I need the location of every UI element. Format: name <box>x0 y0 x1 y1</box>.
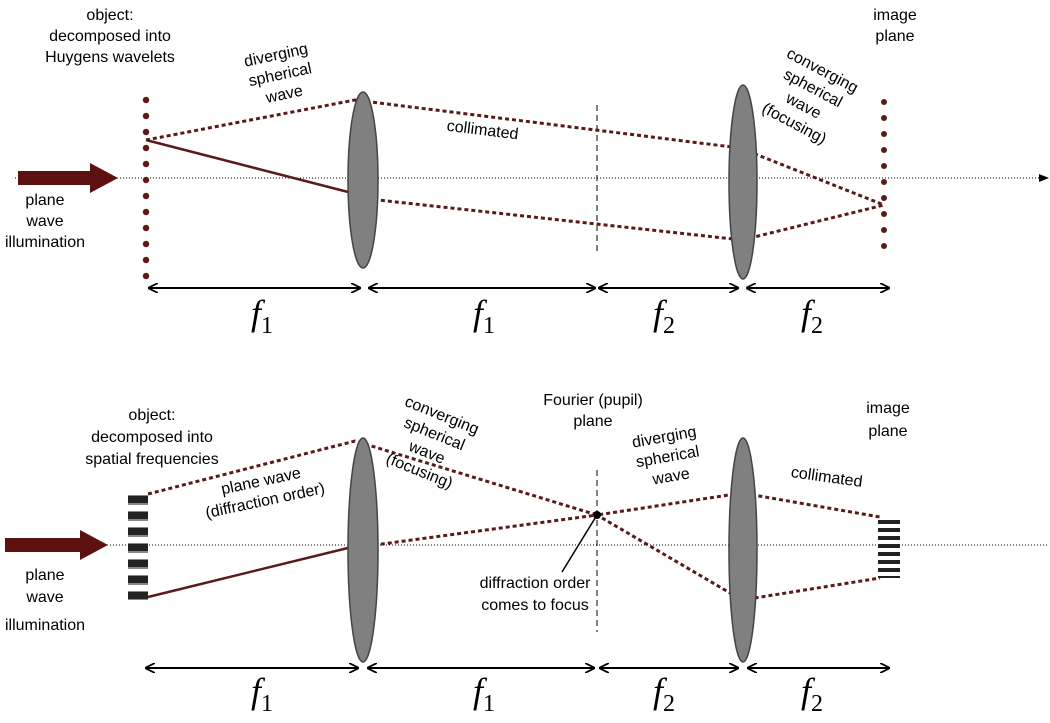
focal-length-label: f1 <box>251 671 273 717</box>
label: wave <box>650 465 691 488</box>
ray <box>145 138 353 195</box>
label: wave <box>263 83 304 108</box>
focal-length-label: f1 <box>473 293 495 339</box>
dot <box>881 147 887 153</box>
rotated-label: converging spherical wave (focusing) <box>383 393 481 492</box>
dot <box>142 144 150 152</box>
dot <box>142 112 150 120</box>
dot <box>142 176 150 184</box>
dot <box>142 224 150 232</box>
label: plane <box>868 423 907 440</box>
dot <box>881 179 887 185</box>
label: plane <box>25 567 64 584</box>
focal-length-label: f2 <box>653 671 675 717</box>
label: spatial frequencies <box>85 451 218 468</box>
focal-length-label: f1 <box>251 293 273 339</box>
dot <box>142 96 150 104</box>
rotated-label: diverging spherical wave <box>631 424 701 489</box>
label: decomposed into <box>91 429 213 446</box>
label: image <box>873 7 917 24</box>
dot <box>142 208 150 216</box>
dot <box>881 195 887 201</box>
subscript: 1 <box>483 313 495 339</box>
dot <box>142 256 150 264</box>
pointer-line <box>561 514 598 573</box>
focal-length-label: f2 <box>653 293 675 339</box>
focal-length-label: f2 <box>801 293 823 339</box>
bottom-panel: object: decomposed into spatial frequenc… <box>5 392 1048 717</box>
label: decomposed into <box>49 28 171 45</box>
label: image <box>866 400 910 417</box>
subscript: 2 <box>811 313 823 339</box>
label: diffraction order <box>480 575 592 592</box>
focal-length-label: f2 <box>801 671 823 717</box>
label: illumination <box>5 617 85 634</box>
dot <box>142 272 150 280</box>
dot <box>881 243 887 249</box>
label: object: <box>128 407 175 424</box>
subscript: 1 <box>261 313 273 339</box>
ray <box>359 513 881 602</box>
label: illumination <box>5 234 85 251</box>
lens <box>728 437 758 663</box>
dot <box>142 160 150 168</box>
dot <box>142 192 150 200</box>
top-panel: object: decomposed into Huygens wavelets… <box>5 7 1049 339</box>
dot <box>142 240 150 248</box>
object-grating <box>128 490 148 600</box>
label: object: <box>86 7 133 24</box>
rotated-label: plane wave (diffraction order) <box>204 465 326 522</box>
label: collimated <box>446 118 520 144</box>
focal-labels: f1 f1 f2 f2 <box>251 671 823 717</box>
focal-labels: f1 f1 f2 f2 <box>251 293 823 339</box>
dot <box>142 128 150 136</box>
label: wave <box>25 589 63 606</box>
dot <box>881 115 887 121</box>
label: Huygens wavelets <box>45 49 175 66</box>
dot <box>881 99 887 105</box>
rotated-label: diverging spherical wave <box>243 41 314 108</box>
subscript: 1 <box>261 691 273 717</box>
dot <box>881 227 887 233</box>
ray <box>147 545 353 599</box>
label: plane <box>573 413 612 430</box>
lens <box>347 91 379 269</box>
subscript: 2 <box>663 313 675 339</box>
ray <box>359 196 885 242</box>
dot <box>881 131 887 137</box>
ray <box>147 439 881 519</box>
lens <box>728 84 758 280</box>
image-dots <box>881 99 887 249</box>
object-dots <box>142 96 150 280</box>
subscript: 2 <box>811 691 823 717</box>
label: plane <box>875 28 914 45</box>
label: collimated <box>790 464 864 491</box>
subscript: 2 <box>663 691 675 717</box>
illumination-arrow <box>18 163 118 193</box>
image-grating <box>878 516 900 578</box>
subscript: 1 <box>483 691 495 717</box>
label: comes to focus <box>481 597 589 614</box>
dot <box>881 211 887 217</box>
focal-length-label: f1 <box>473 671 495 717</box>
lens <box>347 437 379 663</box>
label: plane <box>25 192 64 209</box>
illumination-arrow <box>5 530 108 560</box>
ray <box>145 98 885 207</box>
dot <box>881 163 887 169</box>
label: Fourier (pupil) <box>543 392 643 409</box>
rotated-label: converging spherical wave (focusing) <box>759 45 861 148</box>
label: wave <box>25 213 63 230</box>
